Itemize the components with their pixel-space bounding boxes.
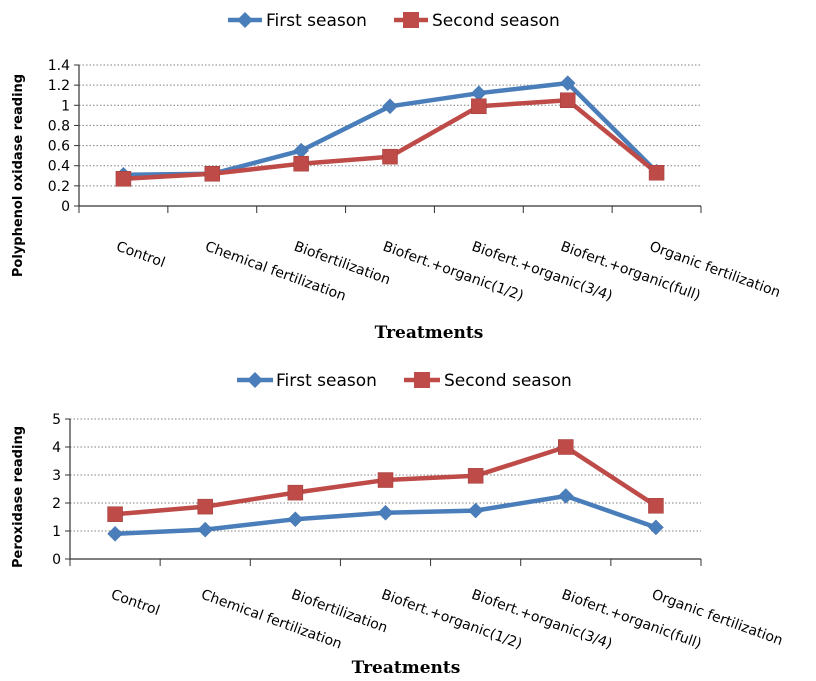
data-point (648, 165, 665, 181)
data-point (107, 525, 123, 542)
data-point (467, 502, 484, 519)
legend: First season Second season (237, 371, 572, 391)
x-axis-label: Treatments (352, 658, 461, 678)
data-point (471, 98, 487, 115)
data-point (559, 92, 576, 108)
data-point (467, 468, 484, 484)
legend: First season Second season (228, 11, 560, 31)
data-point (559, 75, 576, 91)
y-axis-label: Peroxidase reading (11, 426, 26, 568)
data-point (648, 498, 664, 514)
y-tick-label: 1 (61, 98, 70, 114)
y-tick-label: 0.6 (48, 139, 70, 155)
y-axis-label: Polyphenol oxidase reading (11, 74, 26, 277)
data-point (557, 488, 574, 504)
data-point (377, 472, 394, 488)
y-tick-label: 0.4 (48, 159, 70, 175)
data-point (648, 519, 664, 536)
y-tick-label: 0 (52, 552, 61, 568)
data-point (471, 85, 487, 102)
x-tick-label: Control (114, 239, 167, 271)
data-point (382, 148, 398, 165)
x-tick-label: Control (109, 587, 162, 619)
y-tick-label: 1 (52, 524, 61, 540)
legend-label-2: Second season (444, 371, 572, 391)
data-point (558, 439, 574, 455)
legend-label-1: First season (266, 11, 367, 31)
legend-label-1: First season (276, 371, 377, 391)
legend-label-2: Second season (432, 11, 560, 31)
legend-marker (414, 372, 430, 388)
data-point (287, 511, 304, 528)
legend-marker (237, 12, 253, 28)
legend-marker (403, 12, 419, 28)
data-point (107, 506, 123, 522)
y-tick-label: 0.2 (48, 179, 70, 195)
y-tick-label: 0.8 (48, 118, 70, 134)
data-point (204, 166, 221, 182)
y-tick-label: 3 (52, 468, 61, 484)
x-axis-label: Treatments (375, 323, 484, 343)
data-point (293, 155, 309, 172)
y-tick-label: 1.4 (48, 58, 70, 74)
y-tick-label: 1.2 (48, 78, 70, 94)
y-tick-label: 2 (52, 496, 61, 512)
data-point (382, 98, 398, 115)
y-tick-label: 4 (52, 440, 61, 456)
data-point (197, 521, 214, 538)
data-point (293, 142, 309, 159)
y-tick-label: 0 (61, 199, 70, 215)
data-point (197, 498, 213, 515)
data-point (377, 504, 394, 521)
y-tick-label: 5 (52, 412, 61, 428)
legend-marker (247, 372, 263, 388)
data-point (115, 171, 132, 187)
data-point (287, 484, 304, 501)
